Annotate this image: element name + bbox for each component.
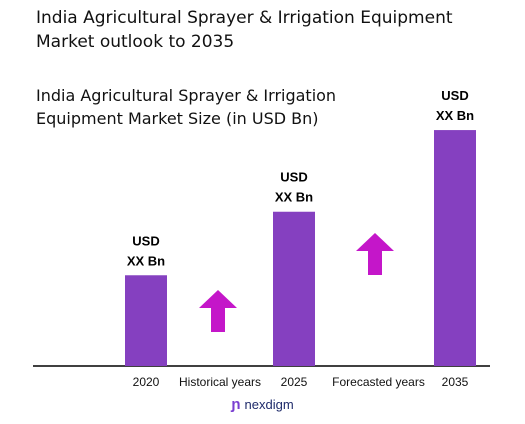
nexdigm-logo-icon: ɲ [231,396,241,413]
x-tick-label: 2020 [133,375,160,389]
data-label: XX Bn [436,108,474,123]
data-label: XX Bn [127,253,165,268]
data-label: USD [280,170,307,185]
period-label: Forecasted years [332,375,425,389]
page-title: India Agricultural Sprayer & Irrigation … [36,8,453,52]
data-label: USD [132,233,159,248]
period-label: Historical years [179,375,261,389]
x-tick-label: 2025 [281,375,308,389]
trend-up-arrow-icon [199,290,237,332]
data-label: USD [441,88,468,103]
bar-2035 [434,130,476,366]
data-label: XX Bn [275,190,313,205]
x-tick-label: 2035 [442,375,469,389]
brand-footer: ɲ nexdigm [0,396,525,413]
trend-up-arrow-icon [356,233,394,275]
brand-name: nexdigm [244,397,294,412]
bar-2025 [273,211,315,366]
chart-title: India Agricultural Sprayer & Irrigation … [36,86,337,128]
bar-2020 [125,275,167,366]
